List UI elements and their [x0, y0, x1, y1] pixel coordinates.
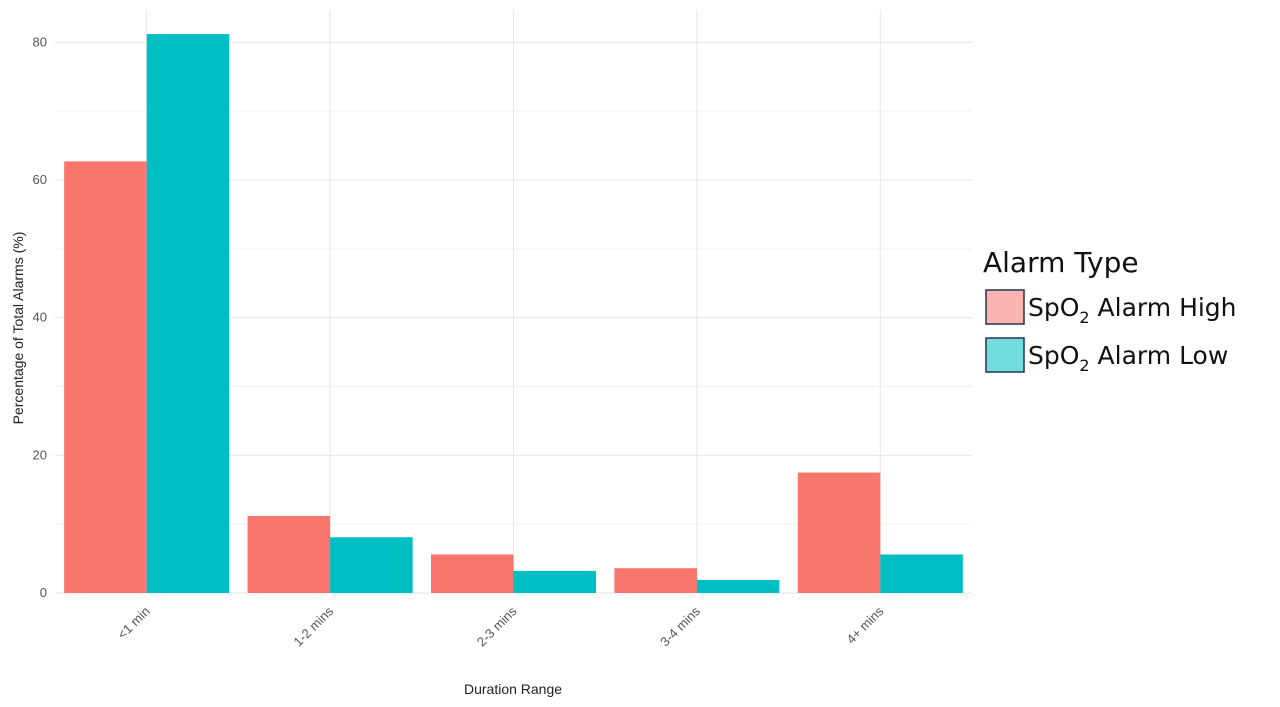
x-tick-label: 1-2 mins [290, 603, 336, 649]
bars [64, 34, 963, 594]
y-tick-label: 80 [33, 34, 47, 49]
bar [64, 161, 147, 593]
x-axis-ticks: <1 min 1-2 mins 2-3 mins 3-4 mins 4+ mins [114, 603, 886, 649]
legend-label: SpO2 Alarm Low [1028, 341, 1228, 375]
legend-swatch [985, 289, 1025, 325]
y-tick-label: 60 [33, 172, 47, 187]
y-tick-label: 40 [33, 310, 47, 325]
legend-label: SpO2 Alarm High [1028, 293, 1237, 327]
bar [513, 570, 597, 593]
legend-title: Alarm Type [983, 246, 1139, 279]
legend-swatch [985, 337, 1025, 373]
bar [797, 472, 881, 593]
x-tick-label: 4+ mins [843, 603, 886, 646]
y-axis-title: Percentage of Total Alarms (%) [10, 232, 26, 425]
x-tick-label: 3-4 mins [657, 603, 703, 649]
legend-items: SpO2 Alarm High SpO2 Alarm Low [985, 289, 1237, 375]
y-axis-ticks: 0 20 40 60 80 [33, 34, 47, 600]
bar [146, 34, 230, 594]
bar [614, 568, 697, 593]
bar [330, 537, 413, 593]
y-tick-label: 0 [40, 585, 47, 600]
x-tick-label: 2-3 mins [474, 603, 520, 649]
x-tick-label: <1 min [114, 604, 152, 642]
bar [247, 515, 331, 593]
y-tick-label: 20 [33, 447, 47, 462]
legend: Alarm Type SpO2 Alarm High SpO2 Alarm Low [983, 246, 1237, 375]
bar [430, 554, 514, 593]
bar [696, 579, 780, 593]
x-axis-title: Duration Range [464, 681, 562, 697]
bar [880, 554, 963, 593]
